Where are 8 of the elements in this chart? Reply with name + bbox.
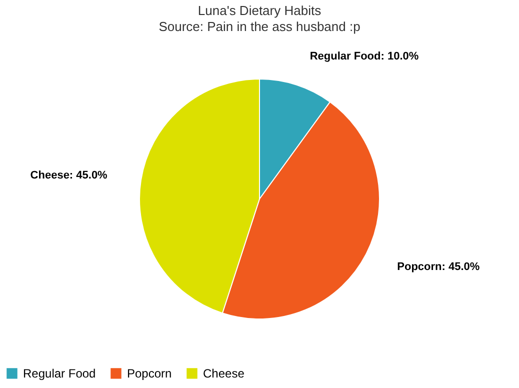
data-label: Cheese: 45.0% xyxy=(30,170,108,182)
legend-label: Regular Food xyxy=(23,366,96,380)
chart-subtitle: Source: Pain in the ass husband :p xyxy=(158,19,360,34)
legend-label: Popcorn xyxy=(127,366,172,380)
data-label: Popcorn: 45.0% xyxy=(397,261,480,274)
data-label: Regular Food: 10.0% xyxy=(310,50,419,62)
chart-title: Luna's Dietary Habits xyxy=(198,3,322,18)
legend-label: Cheese xyxy=(203,366,245,380)
